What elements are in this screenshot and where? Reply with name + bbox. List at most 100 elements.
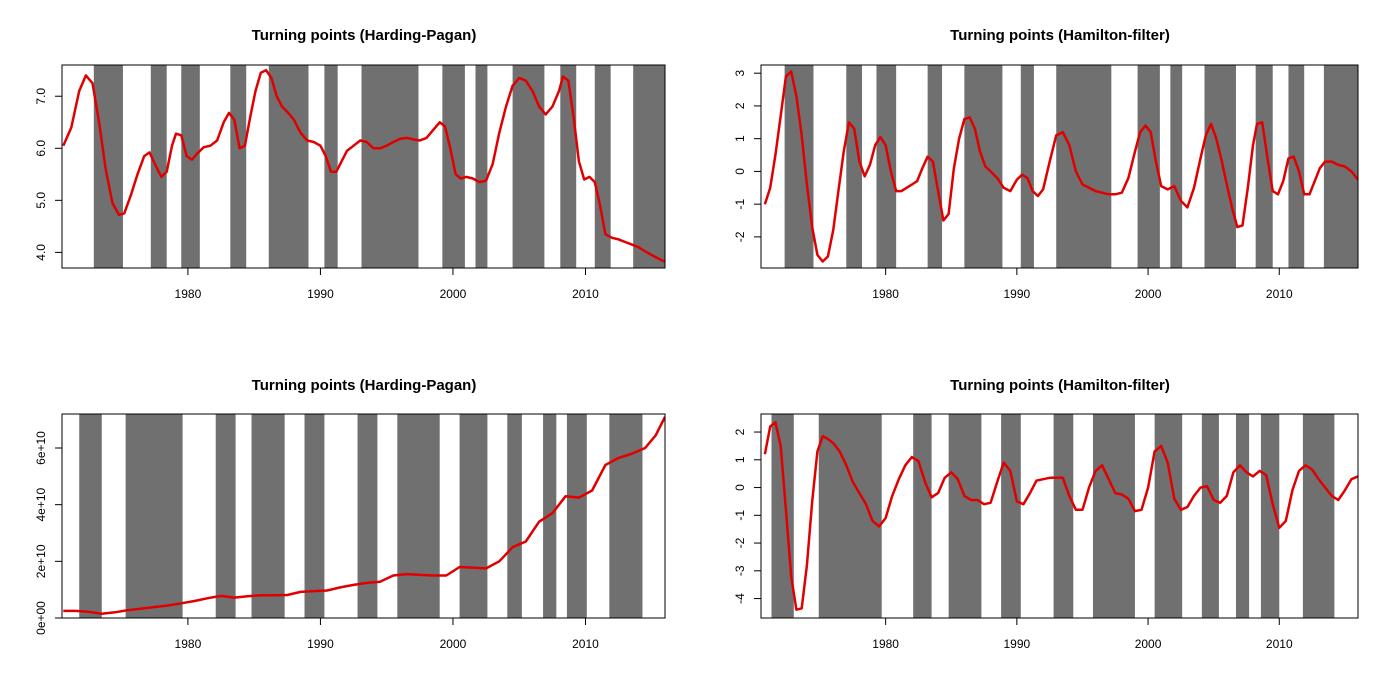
series-line bbox=[763, 421, 1358, 611]
shaded-period bbox=[633, 65, 665, 268]
x-tick-label: 2010 bbox=[1266, 637, 1293, 651]
series-line bbox=[63, 416, 665, 616]
shaded-period bbox=[948, 414, 982, 618]
chart-title: Turning points (Hamilton-filter) bbox=[950, 377, 1170, 394]
shaded-period bbox=[1020, 65, 1034, 268]
shaded-period bbox=[79, 414, 102, 618]
shaded-periods bbox=[784, 65, 1358, 268]
shaded-period bbox=[1170, 65, 1183, 268]
shaded-period bbox=[397, 414, 440, 618]
shaded-period bbox=[1137, 65, 1160, 268]
y-tick-label: 2e+10 bbox=[34, 544, 48, 578]
shaded-periods bbox=[93, 65, 665, 268]
y-tick-label: 6.0 bbox=[34, 140, 48, 157]
shaded-period bbox=[268, 65, 309, 268]
y-tick-label: 0 bbox=[733, 484, 747, 491]
x-tick-label: 2000 bbox=[440, 287, 467, 301]
shaded-period bbox=[1260, 414, 1280, 618]
chart-panel-1: Turning points (Harding-Pagan) 1980 1990 20… bbox=[34, 27, 666, 301]
chart-panel-4: Turning points (Hamilton-filter) 1980 1990… bbox=[733, 377, 1359, 651]
shaded-period bbox=[784, 65, 814, 268]
shaded-period bbox=[846, 65, 863, 268]
series-line bbox=[62, 68, 665, 263]
x-tick-label: 2000 bbox=[1135, 637, 1162, 651]
plot-frame bbox=[760, 413, 1359, 619]
shaded-period bbox=[125, 414, 183, 618]
y-tick-label: -2 bbox=[733, 537, 747, 548]
y-tick-label: 0e+00 bbox=[34, 601, 48, 635]
shaded-period bbox=[913, 414, 932, 618]
y-tick-label: 0 bbox=[733, 168, 747, 175]
x-tick-label: 1990 bbox=[307, 287, 334, 301]
y-tick-label: 6e+10 bbox=[34, 431, 48, 465]
chart-panel-3: Turning points (Harding-Pagan) 1980 1990 20… bbox=[34, 377, 666, 651]
y-tick-label: 4.0 bbox=[34, 244, 48, 261]
y-tick-label: 3 bbox=[733, 70, 747, 77]
x-tick-label: 1980 bbox=[175, 637, 202, 651]
y-tick-label: 4e+10 bbox=[34, 487, 48, 521]
shaded-period bbox=[876, 65, 897, 268]
shaded-periods bbox=[79, 414, 643, 618]
chart-panel-2: Turning points (Hamilton-filter) 1980 1990… bbox=[733, 27, 1359, 301]
chart-title: Turning points (Hamilton-filter) bbox=[950, 27, 1170, 44]
shaded-period bbox=[566, 414, 587, 618]
x-tick-label: 1990 bbox=[307, 637, 334, 651]
y-tick-label: -3 bbox=[733, 565, 747, 576]
shaded-period bbox=[215, 414, 236, 618]
x-tick-label: 2010 bbox=[572, 287, 599, 301]
shaded-period bbox=[964, 65, 1003, 268]
shaded-period bbox=[594, 65, 611, 268]
shaded-period bbox=[1056, 65, 1112, 268]
shaded-period bbox=[1092, 414, 1135, 618]
y-tick-label: -4 bbox=[733, 593, 747, 604]
shaded-period bbox=[560, 65, 577, 268]
y-tick-label: 7.0 bbox=[34, 88, 48, 105]
shaded-period bbox=[150, 65, 167, 268]
shaded-periods bbox=[771, 414, 1335, 618]
x-tick-label: 1980 bbox=[872, 637, 899, 651]
shaded-period bbox=[1154, 414, 1183, 618]
x-tick-label: 2000 bbox=[1135, 287, 1162, 301]
x-tick-label: 2010 bbox=[1266, 287, 1293, 301]
y-tick-label: 2 bbox=[733, 428, 747, 435]
shaded-period bbox=[475, 65, 488, 268]
shaded-period bbox=[324, 65, 338, 268]
x-tick-label: 1980 bbox=[872, 287, 899, 301]
shaded-period bbox=[771, 414, 794, 618]
x-tick-label: 2010 bbox=[572, 637, 599, 651]
shaded-period bbox=[1053, 414, 1074, 618]
y-tick-label: 1 bbox=[733, 456, 747, 463]
plot-frame bbox=[61, 413, 666, 619]
chart-title: Turning points (Harding-Pagan) bbox=[252, 377, 477, 394]
y-tick-label: -1 bbox=[733, 510, 747, 521]
shaded-period bbox=[459, 414, 488, 618]
shaded-period bbox=[93, 65, 123, 268]
shaded-period bbox=[818, 414, 882, 618]
plot-frame bbox=[760, 64, 1359, 269]
y-tick-label: 2 bbox=[733, 102, 747, 109]
shaded-period bbox=[304, 414, 325, 618]
y-tick-label: 5.0 bbox=[34, 192, 48, 209]
x-tick-label: 1980 bbox=[175, 287, 202, 301]
shaded-period bbox=[357, 414, 378, 618]
shaded-period bbox=[230, 65, 247, 268]
shaded-period bbox=[609, 414, 643, 618]
x-tick-label: 2000 bbox=[440, 637, 467, 651]
y-tick-label: -1 bbox=[733, 198, 747, 209]
shaded-period bbox=[1235, 414, 1250, 618]
chart-title: Turning points (Harding-Pagan) bbox=[252, 27, 477, 44]
shaded-period bbox=[1204, 65, 1236, 268]
plot-frame bbox=[61, 64, 666, 269]
shaded-period bbox=[1302, 414, 1335, 618]
shaded-period bbox=[251, 414, 285, 618]
shaded-period bbox=[1201, 414, 1219, 618]
shaded-period bbox=[181, 65, 200, 268]
y-tick-label: -2 bbox=[733, 231, 747, 242]
shaded-period bbox=[507, 414, 522, 618]
shaded-period bbox=[361, 65, 419, 268]
shaded-period bbox=[1255, 65, 1273, 268]
shaded-period bbox=[1001, 414, 1021, 618]
shaded-period bbox=[512, 65, 545, 268]
y-tick-label: 1 bbox=[733, 135, 747, 142]
